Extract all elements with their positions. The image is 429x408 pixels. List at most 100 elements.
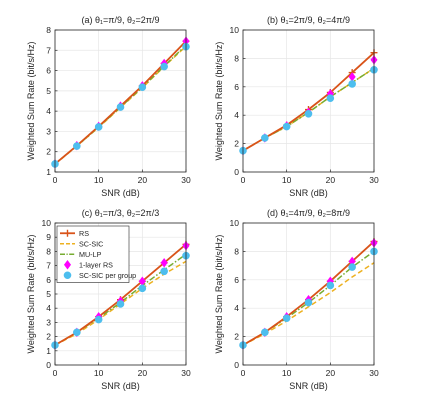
panel-b: 0 10 20 30 0 2 4 6 8 10 (b) θ₁=2π/9, θ₂=4π/9 SNR (d… <box>214 15 379 198</box>
legend-item-mu-lp: MU-LP <box>60 250 102 259</box>
y-tick-label: 2 <box>46 147 51 157</box>
data-point <box>94 315 103 324</box>
y-tick-label: 8 <box>234 53 239 63</box>
legend-swatch-marker <box>63 271 72 280</box>
y-tick-label: 10 <box>42 218 52 228</box>
y-tick-label: 8 <box>46 246 51 256</box>
y-axis-label: Weighted Sum Rate (bit/s/Hz) <box>26 42 36 161</box>
y-tick-label: 10 <box>230 218 240 228</box>
x-tick-label: 20 <box>138 175 148 185</box>
legend-item-sc-sic: SC-SIC <box>60 239 103 248</box>
legend-item-sc-sic-per-group: SC-SIC per group <box>63 271 136 280</box>
y-tick-label: 8 <box>46 25 51 35</box>
plot-area <box>243 223 374 365</box>
axes-box <box>242 222 375 366</box>
legend-label: RS <box>79 229 89 238</box>
data-point <box>348 80 356 88</box>
y-tick-label: 7 <box>46 45 51 55</box>
data-point <box>116 103 125 111</box>
panel-title: (b) θ₁=2π/9, θ₂=4π/9 <box>267 15 350 25</box>
y-tick-label: 1 <box>46 167 51 177</box>
x-axis-label: SNR (dB) <box>101 188 140 198</box>
plot-area <box>55 30 186 172</box>
x-tick-label: 30 <box>369 175 379 185</box>
axes-box <box>242 29 375 173</box>
legend-label: 1-layer RS <box>79 260 113 269</box>
y-tick-label: 2 <box>46 332 51 342</box>
data-point <box>348 263 356 271</box>
x-tick-label: 0 <box>53 175 58 185</box>
y-tick-label: 6 <box>46 275 51 285</box>
data-point <box>326 281 335 290</box>
x-tick-label: 10 <box>94 175 104 185</box>
data-point <box>261 134 269 142</box>
y-tick-label: 4 <box>46 106 51 116</box>
y-tick-label: 9 <box>46 232 51 242</box>
y-tick-label: 10 <box>230 25 240 35</box>
y-tick-label: 0 <box>234 167 239 177</box>
y-tick-label: 1 <box>46 346 51 356</box>
y-tick-label: 4 <box>46 303 51 313</box>
y-tick-label: 5 <box>46 86 51 96</box>
y-tick-label: 6 <box>234 82 239 92</box>
data-point <box>282 314 291 322</box>
x-tick-label: 0 <box>241 175 246 185</box>
data-point <box>138 284 147 293</box>
x-axis-label: SNR (dB) <box>289 381 328 391</box>
data-point <box>73 142 81 150</box>
panel-title: (a) θ₁=π/9, θ₂=2π/9 <box>82 15 160 25</box>
y-tick-label: 7 <box>46 261 51 271</box>
y-tick-label: 6 <box>46 66 51 76</box>
y-tick-label: 3 <box>46 317 51 327</box>
data-point <box>138 83 147 92</box>
x-axis-label: SNR (dB) <box>289 188 328 198</box>
y-tick-label: 8 <box>234 246 239 256</box>
y-axis-label: Weighted Sum Rate (bit/s/Hz) <box>214 42 224 161</box>
y-tick-label: 5 <box>46 289 51 299</box>
panel-d: 0 10 20 30 0 2 4 6 8 10 (d) θ₁=4π/9, θ₂=8π/9 SNR (d… <box>214 208 379 391</box>
x-tick-label: 20 <box>326 175 336 185</box>
x-tick-label: 30 <box>181 368 191 378</box>
y-tick-label: 6 <box>234 275 239 285</box>
y-axis-label: Weighted Sum Rate (bit/s/Hz) <box>214 235 224 354</box>
y-tick-label: 4 <box>234 303 239 313</box>
data-point <box>261 328 269 337</box>
legend-label: MU-LP <box>79 250 102 259</box>
y-axis-label: Weighted Sum Rate (bit/s/Hz) <box>26 235 36 354</box>
data-point <box>326 94 335 102</box>
data-point <box>94 123 103 131</box>
data-point <box>116 300 125 308</box>
legend-swatch-marker <box>64 229 71 237</box>
data-point <box>160 267 168 276</box>
data-point <box>160 62 168 71</box>
x-tick-label: 10 <box>282 368 292 378</box>
x-tick-label: 0 <box>53 368 58 378</box>
panel-title: (d) θ₁=4π/9, θ₂=8π/9 <box>267 208 350 218</box>
panel-title: (c) θ₁=π/3, θ₂=2π/3 <box>82 208 159 218</box>
x-tick-label: 30 <box>181 175 191 185</box>
axes-box <box>54 29 187 173</box>
legend-item-rs: RS <box>60 229 89 238</box>
y-tick-label: 3 <box>46 126 51 136</box>
data-point <box>304 109 313 118</box>
y-tick-label: 2 <box>234 332 239 342</box>
series-sc-sic-per-group <box>51 42 190 168</box>
data-point <box>73 328 81 337</box>
x-tick-label: 0 <box>241 368 246 378</box>
x-tick-label: 20 <box>138 368 148 378</box>
legend-item-1-layer-rs: 1-layer RS <box>63 260 113 270</box>
y-tick-label: 0 <box>46 360 51 370</box>
x-axis-label: SNR (dB) <box>101 381 140 391</box>
plot-area <box>243 30 374 172</box>
y-tick-label: 2 <box>234 139 239 149</box>
x-tick-label: 10 <box>94 368 104 378</box>
y-tick-label: 0 <box>234 360 239 370</box>
data-point <box>304 298 313 307</box>
data-point <box>282 122 291 131</box>
x-tick-label: 30 <box>369 368 379 378</box>
legend-swatch-marker <box>63 260 72 270</box>
x-tick-label: 20 <box>326 368 336 378</box>
